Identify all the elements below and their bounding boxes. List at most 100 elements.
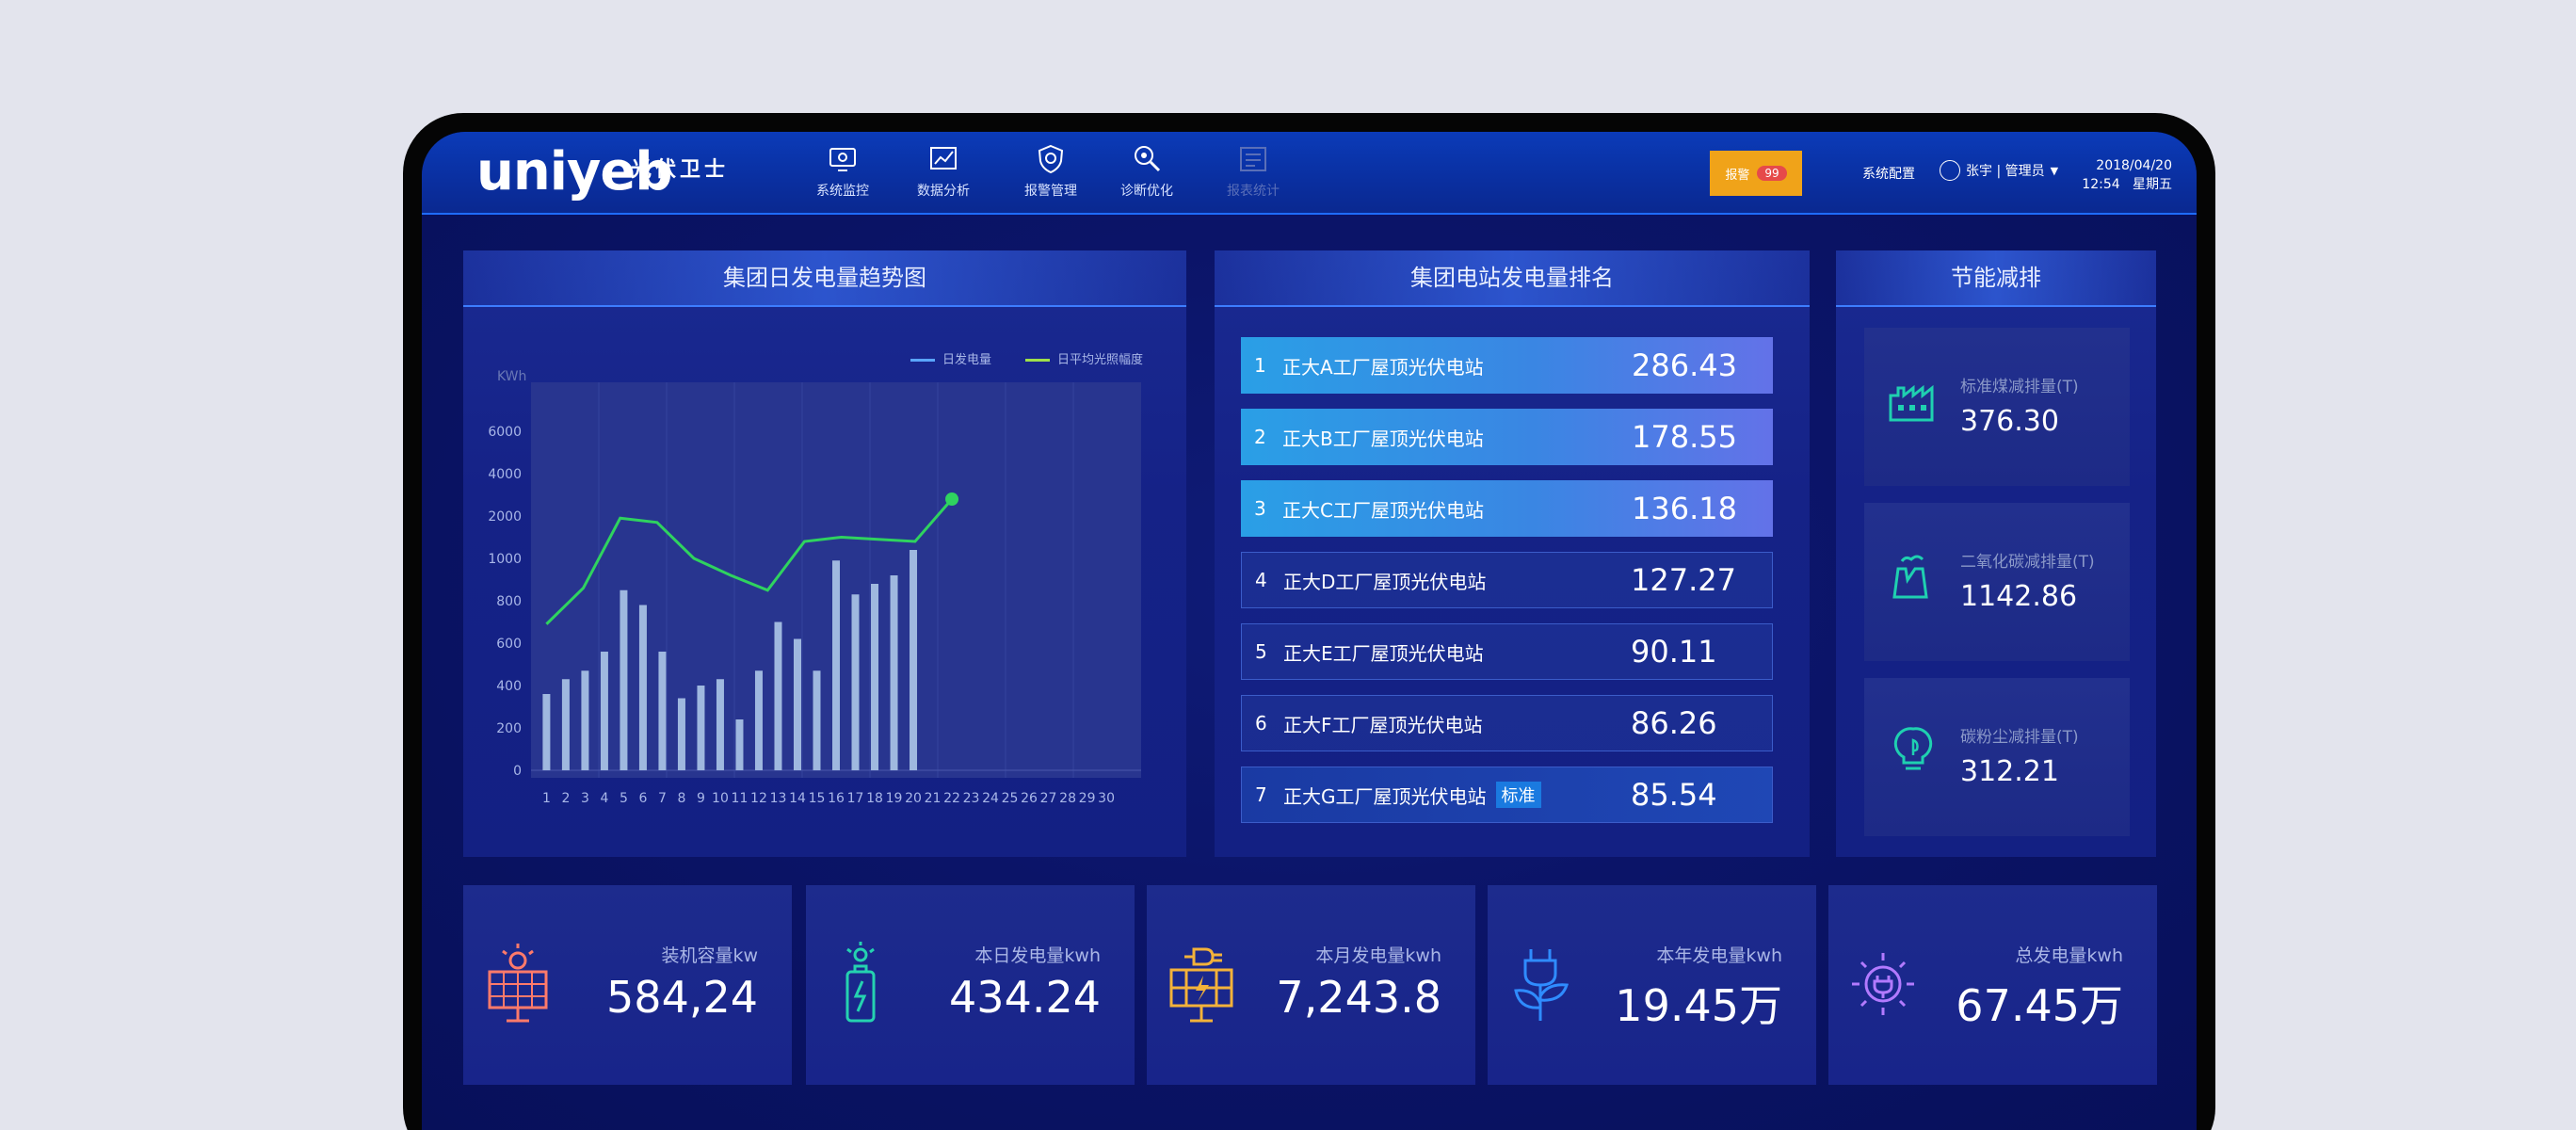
energy-value: 312.21 [1960, 755, 2059, 788]
bar[interactable] [851, 594, 860, 770]
y-tick-label: 200 [496, 721, 522, 736]
nav-label: 诊断优化 [1120, 184, 1173, 199]
chart-legend: 日发电量 日平均光照幅度 [910, 349, 1143, 367]
x-tick-label: 6 [638, 791, 647, 806]
battery-icon [845, 942, 876, 1023]
bar[interactable] [658, 652, 667, 770]
rank-number: 5 [1255, 640, 1267, 663]
bar[interactable] [871, 584, 879, 770]
x-tick-label: 11 [732, 791, 749, 806]
bar[interactable] [832, 560, 840, 770]
station-name: 正大C工厂屋顶光伏电站 [1282, 495, 1632, 523]
energy-label: 二氧化碳减排量(T) [1960, 553, 2095, 572]
user-name: 张宇 | 管理员 [1966, 164, 2045, 179]
bar[interactable] [910, 550, 918, 770]
ranking-row[interactable]: 2 正大B工厂屋顶光伏电站 178.55 [1241, 409, 1773, 465]
y-tick-label: 400 [496, 679, 522, 694]
stat-card-year: 本年发电量kwh 19.45万 [1488, 885, 1816, 1085]
station-name-text: 正大D工厂屋顶光伏电站 [1283, 570, 1487, 593]
nav-item-report[interactable]: 报表统计 [1216, 143, 1291, 200]
bar[interactable] [677, 698, 685, 771]
rank-number: 7 [1255, 783, 1267, 806]
station-value: 90.11 [1631, 634, 1717, 670]
bar[interactable] [754, 670, 763, 770]
energy-card-dust: 碳粉尘减排量(T) 312.21 [1864, 678, 2130, 836]
x-tick-label: 15 [809, 791, 826, 806]
ranking-row[interactable]: 3 正大C工厂屋顶光伏电站 136.18 [1241, 480, 1773, 537]
energy-value: 1142.86 [1960, 580, 2078, 613]
x-tick-label: 28 [1059, 791, 1076, 806]
bar[interactable] [581, 670, 589, 770]
system-config-link[interactable]: 系统配置 [1862, 167, 1915, 182]
energy-card-coal: 标准煤减排量(T) 376.30 [1864, 328, 2130, 486]
station-name-text: 正大A工厂屋顶光伏电站 [1282, 355, 1484, 379]
x-tick-label: 8 [677, 791, 685, 806]
nav-label: 报表统计 [1227, 184, 1280, 199]
bar[interactable] [735, 719, 744, 770]
stat-card-total: 总发电量kwh 67.45万 [1828, 885, 2157, 1085]
x-tick-label: 10 [712, 791, 729, 806]
bar[interactable] [638, 605, 647, 771]
energy-title: 节能减排 [1836, 250, 2156, 307]
nav-item-monitor[interactable]: 系统监控 [805, 143, 880, 200]
bar[interactable] [716, 679, 724, 770]
ranking-row[interactable]: 7 正大G工厂屋顶光伏电站 标准 85.54 [1241, 767, 1773, 823]
station-name: 正大G工厂屋顶光伏电站 标准 [1283, 782, 1631, 809]
station-value: 286.43 [1632, 347, 1737, 383]
nav-item-diagnosis[interactable]: 诊断优化 [1109, 143, 1184, 200]
stat-value: 7,243.8 [1276, 972, 1441, 1023]
ranking-row[interactable]: 6 正大F工厂屋顶光伏电站 86.26 [1241, 695, 1773, 751]
bar[interactable] [620, 589, 628, 770]
legend-item-line: 日平均光照幅度 [1024, 349, 1143, 367]
bar[interactable] [561, 679, 570, 770]
ranking-panel: 集团电站发电量排名 1 正大A工厂屋顶光伏电站 286.43 2 正大B工厂屋顶光伏电站… [1215, 250, 1810, 857]
y-tick-label: 0 [513, 764, 522, 779]
bar[interactable] [793, 638, 801, 771]
bar[interactable] [600, 652, 608, 770]
bar[interactable] [774, 622, 782, 771]
alarm-button[interactable]: 报警 99 [1710, 151, 1802, 196]
stat-value: 584,24 [606, 972, 758, 1023]
shield-icon [1038, 144, 1064, 174]
user-avatar-icon [1940, 160, 1960, 181]
stat-label: 本月发电量kwh [1315, 945, 1441, 966]
user-menu[interactable]: 张宇 | 管理员 ▼ [1940, 160, 2058, 181]
ranking-row[interactable]: 5 正大E工厂屋顶光伏电站 90.11 [1241, 623, 1773, 680]
rank-number: 6 [1255, 712, 1267, 734]
stat-card-month: 本月发电量kwh 7,243.8 [1147, 885, 1475, 1085]
stat-card-today: 本日发电量kwh 434.24 [806, 885, 1135, 1085]
station-value: 86.26 [1631, 705, 1717, 741]
nav-item-analysis[interactable]: 数据分析 [906, 143, 981, 200]
nav-item-alarm[interactable]: 报警管理 [1013, 143, 1088, 200]
stat-value: 19.45万 [1615, 980, 1782, 1031]
y-tick-label: 600 [496, 637, 522, 652]
bar[interactable] [813, 670, 821, 770]
brand-logo[interactable]: uniyeb [476, 141, 672, 202]
y-tick-label: 4000 [488, 467, 522, 482]
y-tick-label: 2000 [488, 509, 522, 525]
trend-panel: 集团日发电量趋势图 日发电量 日平均光照幅度 1 2 3 4 5 6 7 8 9 10 11 12 13… [463, 250, 1186, 857]
stat-label: 装机容量kw [661, 945, 758, 966]
chimney-icon [1892, 555, 1928, 599]
stat-card-capacity: 装机容量kw 584,24 [463, 885, 792, 1085]
top-nav: uniyeb 光伏卫士 系统监控 数据分析 报警管理 诊断优化 报表统计 报警 … [422, 132, 2197, 215]
report-icon [1240, 147, 1266, 171]
ranking-row[interactable]: 4 正大D工厂屋顶光伏电站 127.27 [1241, 552, 1773, 608]
bar[interactable] [890, 575, 898, 770]
x-tick-label: 1 [542, 791, 551, 806]
bar[interactable] [697, 686, 705, 770]
nav-label: 系统监控 [816, 184, 869, 199]
energy-label: 标准煤减排量(T) [1960, 378, 2079, 396]
stat-value: 67.45万 [1956, 980, 2123, 1031]
leaf-plug-icon [1514, 949, 1570, 1021]
monitor-icon [829, 148, 856, 171]
legend-item-bars: 日发电量 [910, 349, 991, 367]
dashboard-screen: uniyeb 光伏卫士 系统监控 数据分析 报警管理 诊断优化 报表统计 报警 … [422, 132, 2197, 1130]
station-name-text: 正大B工厂屋顶光伏电站 [1282, 427, 1484, 450]
bar[interactable] [542, 694, 551, 770]
x-tick-label: 16 [828, 791, 845, 806]
station-name-text: 正大G工厂屋顶光伏电站 [1283, 784, 1487, 808]
x-tick-label: 12 [750, 791, 767, 806]
energy-panel: 节能减排 标准煤减排量(T) 376.30 二氧化碳减排量(T) 1142.86… [1836, 250, 2156, 857]
ranking-row[interactable]: 1 正大A工厂屋顶光伏电站 286.43 [1241, 337, 1773, 394]
